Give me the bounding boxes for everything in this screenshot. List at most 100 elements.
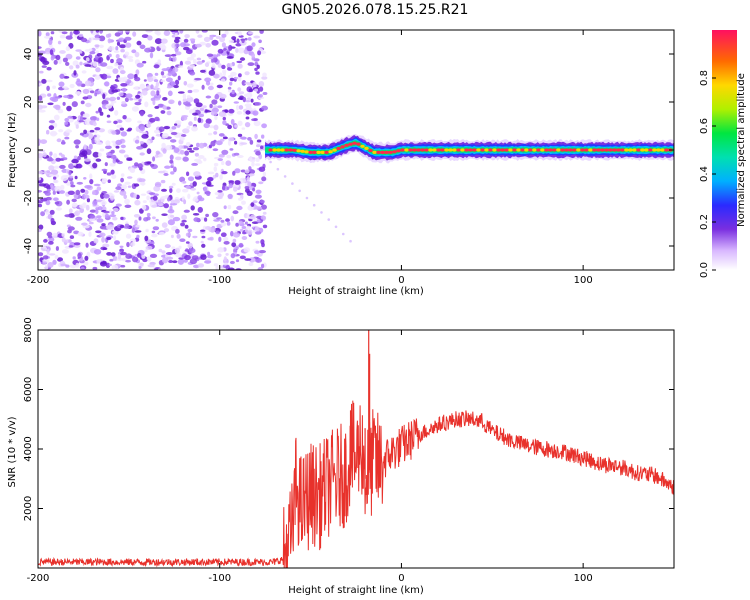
- noise-speck: [88, 48, 93, 52]
- noise-speck: [185, 232, 191, 237]
- noise-speck: [73, 155, 78, 159]
- noise-speck: [46, 231, 53, 237]
- noise-speck: [72, 163, 77, 166]
- noise-speck: [105, 140, 111, 146]
- noise-speck: [71, 159, 79, 164]
- noise-speck: [146, 161, 152, 164]
- noise-speck: [221, 64, 226, 70]
- noise-speck: [83, 194, 90, 199]
- noise-speck: [205, 95, 212, 99]
- noise-speck: [145, 30, 153, 33]
- noise-speck: [217, 48, 224, 54]
- y-tick-label: 2000: [23, 496, 34, 521]
- noise-speck: [124, 181, 131, 185]
- noise-speck: [276, 167, 280, 171]
- noise-speck: [39, 70, 44, 74]
- noise-speck: [258, 166, 266, 172]
- noise-speck: [213, 263, 219, 267]
- noise-speck: [341, 232, 345, 236]
- noise-speck: [94, 44, 100, 47]
- noise-speck: [85, 204, 90, 211]
- noise-speck: [246, 225, 251, 230]
- noise-speck: [224, 30, 229, 35]
- noise-speck: [190, 187, 197, 191]
- noise-speck: [94, 127, 101, 131]
- noise-speck: [170, 214, 175, 218]
- noise-speck: [203, 122, 210, 129]
- noise-speck: [241, 127, 246, 130]
- signal-core: [396, 149, 401, 153]
- noise-speck: [52, 85, 56, 89]
- noise-speck: [238, 220, 243, 225]
- noise-speck: [110, 58, 114, 64]
- noise-speck: [54, 185, 62, 192]
- noise-speck: [237, 63, 243, 69]
- noise-speck: [237, 120, 243, 127]
- noise-speck: [38, 104, 43, 110]
- noise-speck: [101, 168, 108, 172]
- noise-speck: [208, 69, 216, 76]
- noise-speck: [79, 207, 84, 213]
- noise-speck: [161, 38, 168, 44]
- noise-speck: [227, 86, 232, 90]
- noise-speck: [252, 187, 256, 192]
- noise-speck: [227, 74, 234, 79]
- noise-speck: [104, 97, 111, 101]
- noise-speck: [334, 225, 338, 229]
- signal-core: [520, 148, 525, 152]
- noise-speck: [204, 217, 208, 222]
- noise-speck: [192, 197, 199, 202]
- noise-speck: [62, 101, 66, 106]
- noise-speck: [114, 32, 121, 37]
- noise-speck: [169, 187, 173, 194]
- noise-speck: [194, 152, 199, 157]
- signal-core: [492, 148, 497, 152]
- noise-speck: [95, 158, 102, 162]
- signal-band: [265, 140, 674, 156]
- signal-core: [296, 149, 301, 153]
- noise-speck: [111, 264, 119, 270]
- noise-speck: [55, 207, 63, 211]
- noise-speck: [70, 181, 74, 186]
- noise-speck: [134, 219, 138, 225]
- signal-core: [536, 148, 541, 152]
- signal-core: [460, 148, 465, 152]
- noise-speck: [121, 87, 127, 92]
- noise-speck: [164, 54, 172, 57]
- noise-speck: [250, 98, 254, 103]
- noise-speck: [69, 31, 73, 37]
- noise-speck: [246, 97, 251, 100]
- noise-speck: [193, 98, 200, 104]
- noise-speck: [120, 144, 126, 149]
- noise-speck: [58, 129, 64, 133]
- noise-speck: [65, 53, 73, 60]
- noise-speck: [239, 91, 245, 95]
- noise-speck: [109, 258, 114, 262]
- noise-speck: [102, 93, 106, 100]
- noise-speck: [239, 57, 246, 61]
- signal-core: [564, 148, 569, 152]
- noise-speck: [258, 250, 266, 254]
- noise-speck: [92, 200, 98, 206]
- signal-core: [276, 148, 281, 152]
- noise-speck: [53, 179, 59, 184]
- noise-speck: [116, 96, 121, 101]
- noise-speck: [52, 232, 58, 239]
- noise-speck: [121, 184, 128, 190]
- noise-speck: [90, 116, 97, 121]
- noise-speck: [46, 66, 52, 71]
- noise-speck: [102, 247, 108, 250]
- noise-speck: [120, 264, 126, 268]
- noise-speck: [131, 227, 135, 233]
- noise-speck: [148, 192, 156, 195]
- noise-speck: [163, 30, 171, 36]
- noise-speck: [99, 44, 104, 48]
- noise-speck: [208, 226, 212, 232]
- noise-speck: [140, 193, 147, 196]
- noise-speck: [133, 86, 139, 90]
- noise-speck: [112, 207, 119, 212]
- noise-speck: [171, 246, 176, 250]
- noise-speck: [72, 256, 76, 260]
- noise-speck: [283, 175, 287, 178]
